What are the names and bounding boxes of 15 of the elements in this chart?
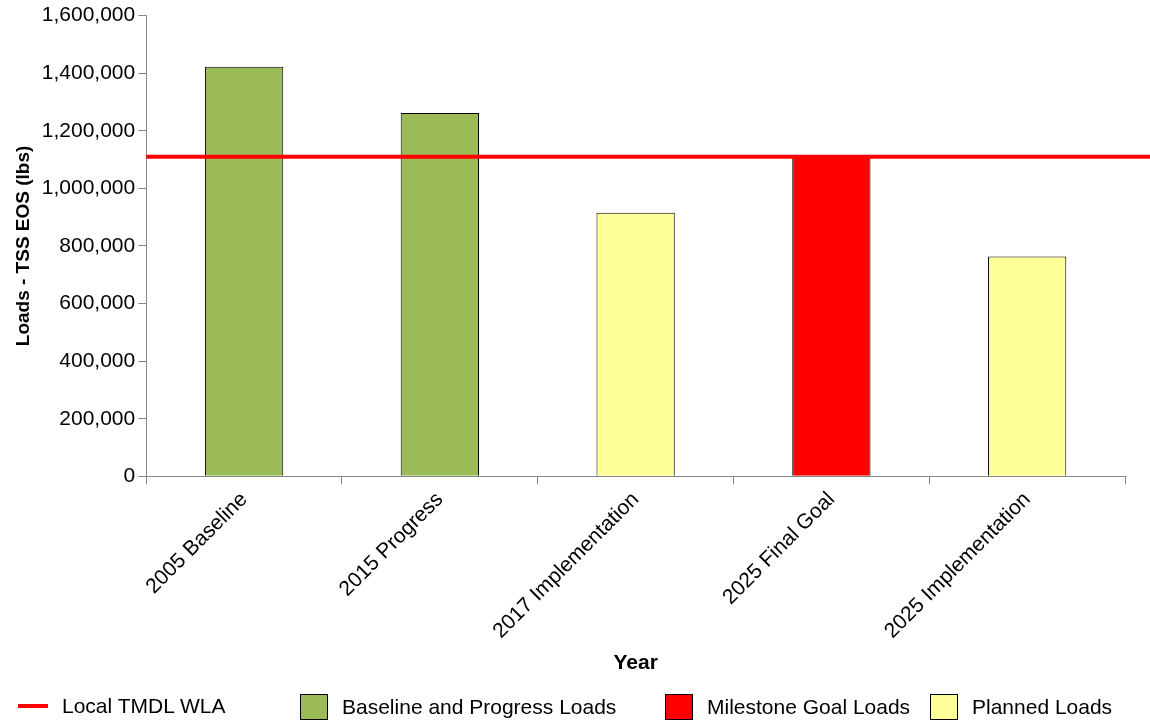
legend-label: Planned Loads: [972, 695, 1113, 719]
y-axis-title: Loads - TSS EOS (lbs): [11, 145, 33, 347]
legend-label: Milestone Goal Loads: [707, 695, 911, 719]
y-tick-label: 600,000: [59, 290, 136, 314]
y-tick-label: 0: [123, 463, 136, 487]
y-tick-label: 800,000: [59, 232, 136, 256]
x-axis-title: Year: [613, 650, 658, 674]
y-tick-label: 1,400,000: [41, 59, 136, 83]
y-tick-label: 1,600,000: [41, 2, 136, 26]
y-tick-label: 1,200,000: [41, 117, 136, 141]
legend-label: Local TMDL WLA: [62, 694, 226, 718]
y-tick-label: 1,000,000: [41, 175, 136, 199]
y-tick-label: 200,000: [59, 405, 136, 429]
y-tick-label: 400,000: [59, 347, 136, 371]
legend-label: Baseline and Progress Loads: [342, 695, 617, 719]
